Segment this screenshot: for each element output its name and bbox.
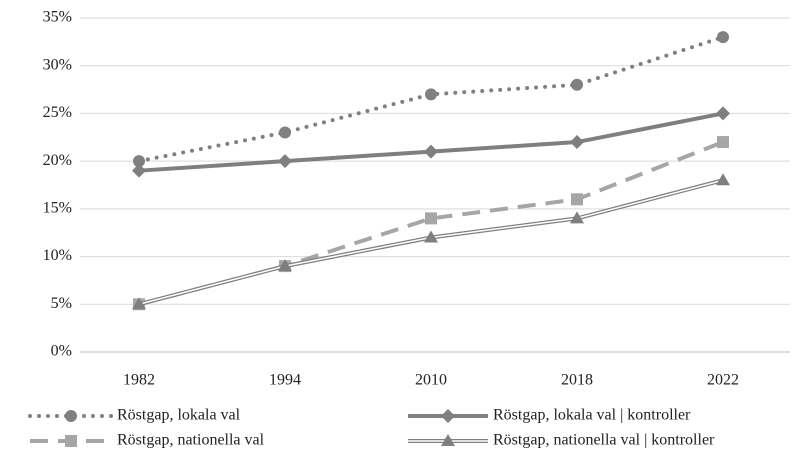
x-tick-label: 2022 <box>707 372 739 389</box>
y-tick-label: 15% <box>43 200 72 217</box>
y-tick-label: 0% <box>51 343 72 360</box>
y-tick-label: 30% <box>43 56 72 73</box>
point <box>424 230 438 243</box>
series-line <box>137 35 725 164</box>
point <box>570 135 584 150</box>
legend-label: Röstgap, nationella val <box>117 432 265 449</box>
point <box>132 163 146 178</box>
point <box>717 136 729 149</box>
point <box>278 154 292 169</box>
y-tick-label: 20% <box>43 152 72 169</box>
legend-marker <box>65 435 77 447</box>
y-tick-label: 10% <box>43 247 72 264</box>
legend-marker <box>441 409 455 423</box>
point <box>278 259 292 272</box>
y-tick-label: 5% <box>51 295 72 312</box>
legend-marker <box>65 410 77 422</box>
x-tick-label: 2010 <box>415 372 447 389</box>
point <box>716 173 730 186</box>
point <box>717 31 729 44</box>
point <box>132 297 146 310</box>
legend-label: Röstgap, nationella val | kontroller <box>493 432 715 449</box>
legend-label: Röstgap, lokala val | kontroller <box>493 407 691 424</box>
point <box>133 155 145 168</box>
point <box>570 211 584 224</box>
legend-label: Röstgap, lokala val <box>117 407 241 424</box>
legend-marker <box>441 434 455 446</box>
point <box>571 78 583 91</box>
y-tick-label: 35% <box>43 9 72 26</box>
point <box>425 88 437 101</box>
point <box>425 212 437 225</box>
y-tick-label: 25% <box>43 104 72 121</box>
point <box>424 144 438 159</box>
point <box>716 106 730 121</box>
x-tick-label: 2018 <box>561 372 593 389</box>
x-tick-label: 1982 <box>123 372 155 389</box>
x-tick-label: 1994 <box>269 372 301 389</box>
point <box>279 126 291 139</box>
point <box>571 193 583 206</box>
